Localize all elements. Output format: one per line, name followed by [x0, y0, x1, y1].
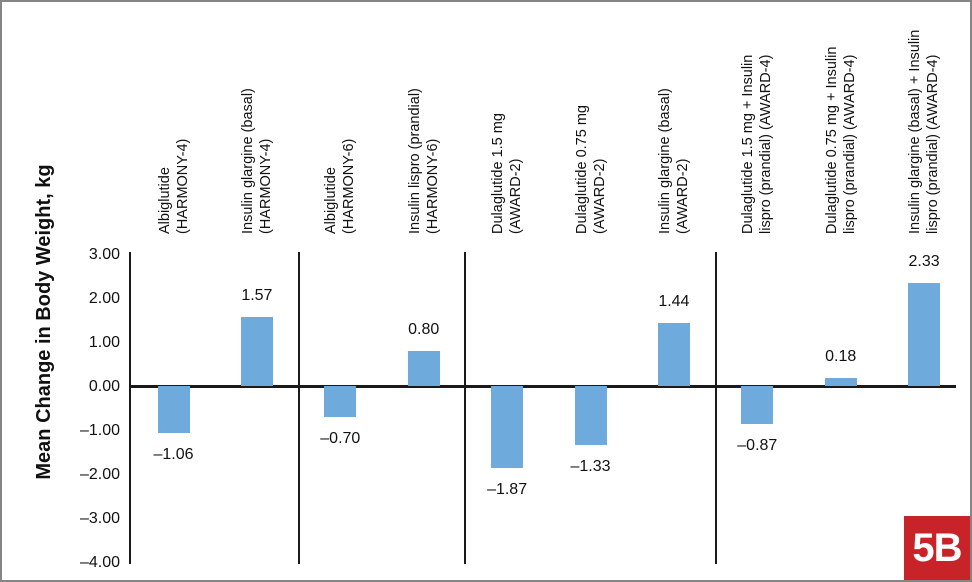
- bar: [908, 283, 941, 386]
- bar-value-label: –1.06: [153, 445, 194, 463]
- bar-category-label: Dulaglutide 0.75 mg (AWARD-2): [573, 22, 609, 234]
- bar-category-label: Dulaglutide 1.5 mg (AWARD-2): [489, 22, 525, 234]
- bar-category-label-line2: (AWARD-2): [674, 158, 691, 234]
- bar-category-label-line2: lispro (prandial) (AWARD-4): [925, 54, 942, 234]
- bar-category-label-line1: Insulin glargine (basal): [239, 88, 256, 234]
- bar-category-label-line1: Dulaglutide 0.75 mg + Insulin: [823, 46, 840, 234]
- bar-value-label: 2.33: [908, 253, 940, 271]
- bar-category-label-line1: Dulaglutide 0.75 mg: [573, 105, 590, 234]
- y-tick-label: 2.00: [88, 289, 120, 307]
- bar-value-label: 1.44: [658, 292, 690, 310]
- bar-category-label-line2: (AWARD-2): [508, 158, 525, 234]
- bar-value-label: 0.18: [825, 348, 857, 366]
- bar-category-label-line1: Albiglutide: [156, 167, 173, 234]
- bar: [491, 386, 524, 469]
- group-divider-line: [714, 252, 717, 564]
- bar-value-label: –1.33: [570, 457, 611, 475]
- bar: [407, 350, 440, 386]
- bar-category-label-line2: (HARMONY-4): [174, 138, 191, 234]
- bar: [824, 378, 857, 386]
- bar-category-label: Insulin glargine (basal) (AWARD-2): [656, 22, 692, 234]
- bar: [657, 322, 690, 386]
- bar-category-label-line1: Dulaglutide 1.5 mg: [490, 113, 507, 234]
- y-tick-label: –4.00: [79, 553, 120, 571]
- bar-category-label: Insulin lispro (prandial) (HARMONY-6): [406, 22, 442, 234]
- bar-category-label-line1: Insulin glargine (basal) + Insulin: [907, 29, 924, 234]
- bar-category-label: Dulaglutide 0.75 mg + Insulin lispro (pra…: [823, 22, 859, 234]
- bar-value-label: –0.70: [320, 429, 361, 447]
- bar-category-label: Albiglutide (HARMONY-4): [156, 22, 192, 234]
- bar-category-label-line1: Albiglutide: [323, 167, 340, 234]
- bar-category-label-line2: lispro (prandial) (AWARD-4): [841, 54, 858, 234]
- bar-category-label-line2: lispro (prandial) (AWARD-4): [758, 54, 775, 234]
- bar: [240, 316, 273, 386]
- bar-value-label: 0.80: [408, 320, 440, 338]
- y-tick-label: –1.00: [79, 421, 120, 439]
- bar-category-label-line1: Insulin lispro (prandial): [406, 88, 423, 234]
- zero-baseline: [129, 384, 956, 388]
- bar-category-label-line2: (HARMONY-6): [341, 138, 358, 234]
- bar: [324, 386, 357, 417]
- bar-value-label: 1.57: [241, 286, 273, 304]
- y-axis-line: [129, 252, 131, 564]
- group-divider-line: [297, 252, 300, 564]
- bar-category-label: Albiglutide (HARMONY-6): [322, 22, 358, 234]
- y-tick-label: –3.00: [79, 509, 120, 527]
- y-tick-label: 3.00: [88, 245, 120, 263]
- panel-label-badge: 5B: [904, 516, 970, 580]
- y-tick-label: –2.00: [79, 465, 120, 483]
- bar-value-label: –0.87: [737, 437, 778, 455]
- bar-category-label: Insulin glargine (basal) (HARMONY-4): [239, 22, 275, 234]
- bar: [157, 386, 190, 433]
- bar-category-label-line1: Dulaglutide 1.5 mg + Insulin: [740, 54, 757, 234]
- bar-category-label: Dulaglutide 1.5 mg + Insulin lispro (pran…: [739, 22, 775, 234]
- bar-category-label: Insulin glargine (basal) + Insulin lispro…: [906, 22, 942, 234]
- group-divider-line: [464, 252, 467, 564]
- bar-category-label-line1: Insulin glargine (basal): [656, 88, 673, 234]
- bar-category-label-line2: (AWARD-2): [591, 158, 608, 234]
- bar: [741, 386, 774, 425]
- bar: [574, 386, 607, 445]
- bar-value-label: –1.87: [487, 481, 528, 499]
- bar-category-label-line2: (HARMONY-4): [257, 138, 274, 234]
- bar-category-label-line2: (HARMONY-6): [424, 138, 441, 234]
- y-tick-label: 0.00: [88, 377, 120, 395]
- y-tick-label: 1.00: [88, 333, 120, 351]
